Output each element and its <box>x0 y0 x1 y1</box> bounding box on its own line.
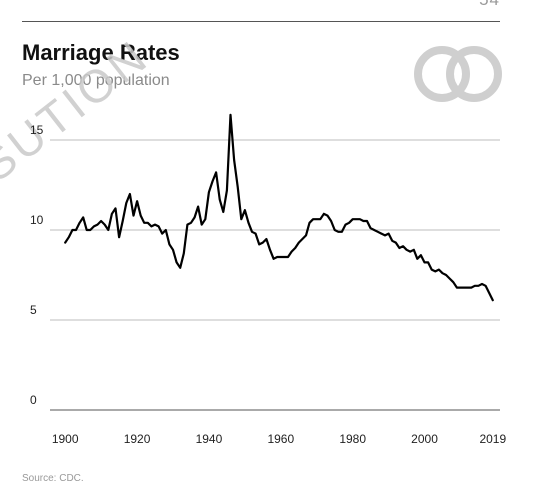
grid-lines <box>50 139 500 411</box>
source-note: Source: CDC. <box>22 473 84 484</box>
y-tick-labels: 0 5 10 15 <box>30 123 44 407</box>
interlocking-rings-icon <box>414 46 502 102</box>
chart-title: Marriage Rates <box>22 40 180 65</box>
page-number: 54 <box>479 0 500 10</box>
x-tick-label-2019: 2019 <box>479 432 506 446</box>
x-tick-label-2000: 2000 <box>411 432 438 446</box>
chart-subtitle: Per 1,000 population <box>22 72 170 89</box>
y-tick-label-10: 10 <box>30 213 44 227</box>
series-line-marriage-rate <box>64 113 494 302</box>
y-tick-label-15: 15 <box>30 123 44 137</box>
x-tick-label-1920: 1920 <box>124 432 151 446</box>
y-tick-label-5: 5 <box>30 303 37 317</box>
x-tick-label-1900: 1900 <box>52 432 79 446</box>
x-tick-label-1940: 1940 <box>196 432 223 446</box>
x-tick-label-1960: 1960 <box>267 432 294 446</box>
x-tick-labels: 1900 1920 1940 1960 1980 2000 2019 <box>52 432 507 446</box>
y-tick-label-0: 0 <box>30 393 37 407</box>
x-tick-label-1980: 1980 <box>339 432 366 446</box>
top-rule <box>22 21 500 22</box>
